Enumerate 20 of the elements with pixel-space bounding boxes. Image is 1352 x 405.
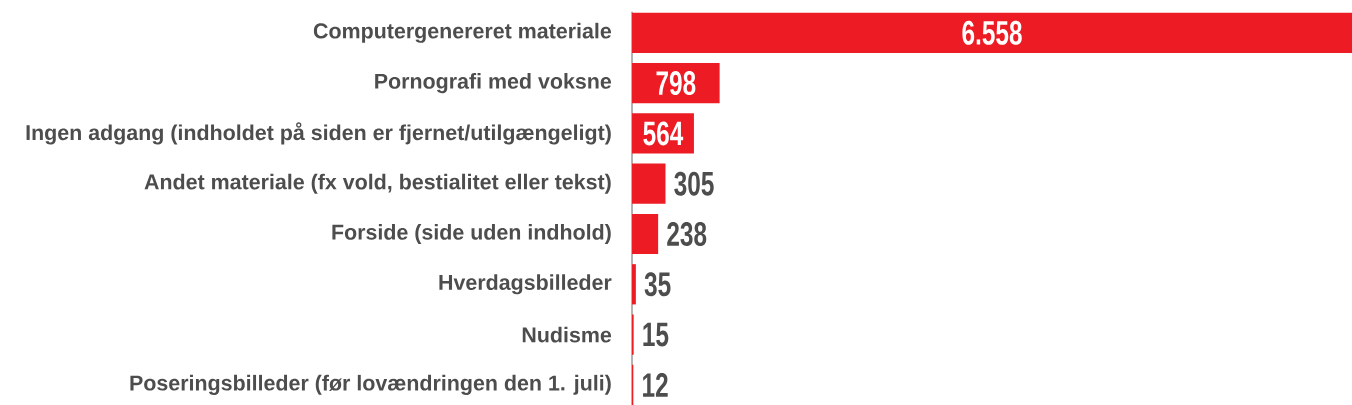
data-label: 238 <box>667 221 707 247</box>
bar <box>632 163 666 204</box>
y-tick-label: Hverdagsbilleder <box>439 274 612 295</box>
data-label: 12 <box>643 373 668 397</box>
y-tick-label: Poseringsbilleder (før lovændringen den 1. juli) <box>130 374 611 395</box>
y-tick-label: Nudisme <box>522 326 612 343</box>
y-tick-label: Ingen adgang (indholdet på siden er fjernet/utilgængeligt) <box>26 122 611 145</box>
y-tick-label: Pornografi med voksne <box>375 73 612 94</box>
bar <box>632 213 659 255</box>
y-tick-label: Computergenereret materiale <box>313 22 612 43</box>
data-label: 798 <box>656 71 696 96</box>
y-tick-label: Andet materiale (fx vold, bestialitet eller tekst) <box>144 173 611 194</box>
data-label: 564 <box>643 121 684 146</box>
bar <box>632 12 1352 53</box>
y-tick-label: Forside (side uden indhold) <box>332 224 611 244</box>
data-label: 6.558 <box>962 20 1022 45</box>
data-label: 305 <box>674 171 714 196</box>
bar <box>632 264 636 305</box>
data-label: 35 <box>644 272 671 297</box>
data-label: 15 <box>643 322 669 347</box>
